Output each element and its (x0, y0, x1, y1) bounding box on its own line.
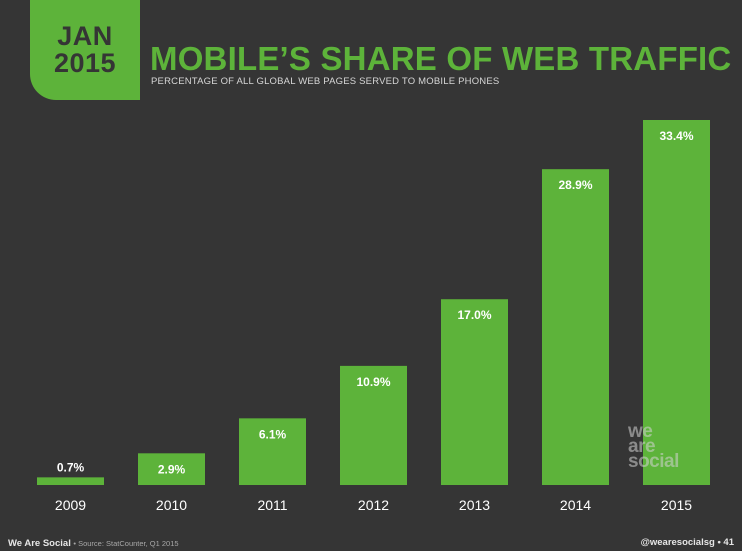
x-tick-2011: 2011 (257, 497, 287, 513)
page-subtitle: PERCENTAGE OF ALL GLOBAL WEB PAGES SERVE… (151, 76, 500, 87)
x-tick-2015: 2015 (661, 497, 692, 513)
bar-2015 (643, 120, 710, 485)
footer-right: @wearesocialsg • 41 (640, 537, 734, 548)
value-label-2011: 6.1% (259, 427, 287, 441)
value-label-2014: 28.9% (558, 178, 592, 192)
value-label-2009: 0.7% (57, 460, 85, 474)
footer-handle: @wearesocialsg (640, 537, 715, 548)
bar-2011 (239, 418, 306, 485)
footer-brand: We Are Social (8, 538, 71, 549)
x-tick-2012: 2012 (358, 497, 389, 513)
x-tick-2010: 2010 (156, 497, 187, 513)
x-tick-2009: 2009 (55, 497, 86, 513)
page-number: 41 (723, 537, 734, 548)
footer-source: We Are Social • Source: StatCounter, Q1 … (8, 538, 179, 549)
date-badge: JAN 2015 (30, 0, 140, 100)
page-title: MOBILE’S SHARE OF WEB TRAFFIC (150, 40, 732, 77)
value-label-2012: 10.9% (356, 375, 390, 389)
x-tick-2013: 2013 (459, 497, 490, 513)
value-label-2010: 2.9% (158, 462, 186, 476)
bar-2012 (340, 365, 407, 485)
footer-source-text: Source: StatCounter, Q1 2015 (78, 539, 179, 548)
bar-2014 (542, 169, 609, 486)
value-label-2015: 33.4% (659, 129, 693, 143)
value-label-2013: 17.0% (457, 308, 491, 322)
x-tick-2014: 2014 (560, 497, 591, 513)
bar-2013 (441, 299, 508, 485)
date-badge-month: JAN (57, 21, 113, 51)
bar-2009 (37, 477, 104, 485)
we-are-social-logo: we are social (628, 421, 679, 472)
date-badge-year: 2015 (53, 48, 117, 78)
bar-2010 (138, 453, 205, 485)
